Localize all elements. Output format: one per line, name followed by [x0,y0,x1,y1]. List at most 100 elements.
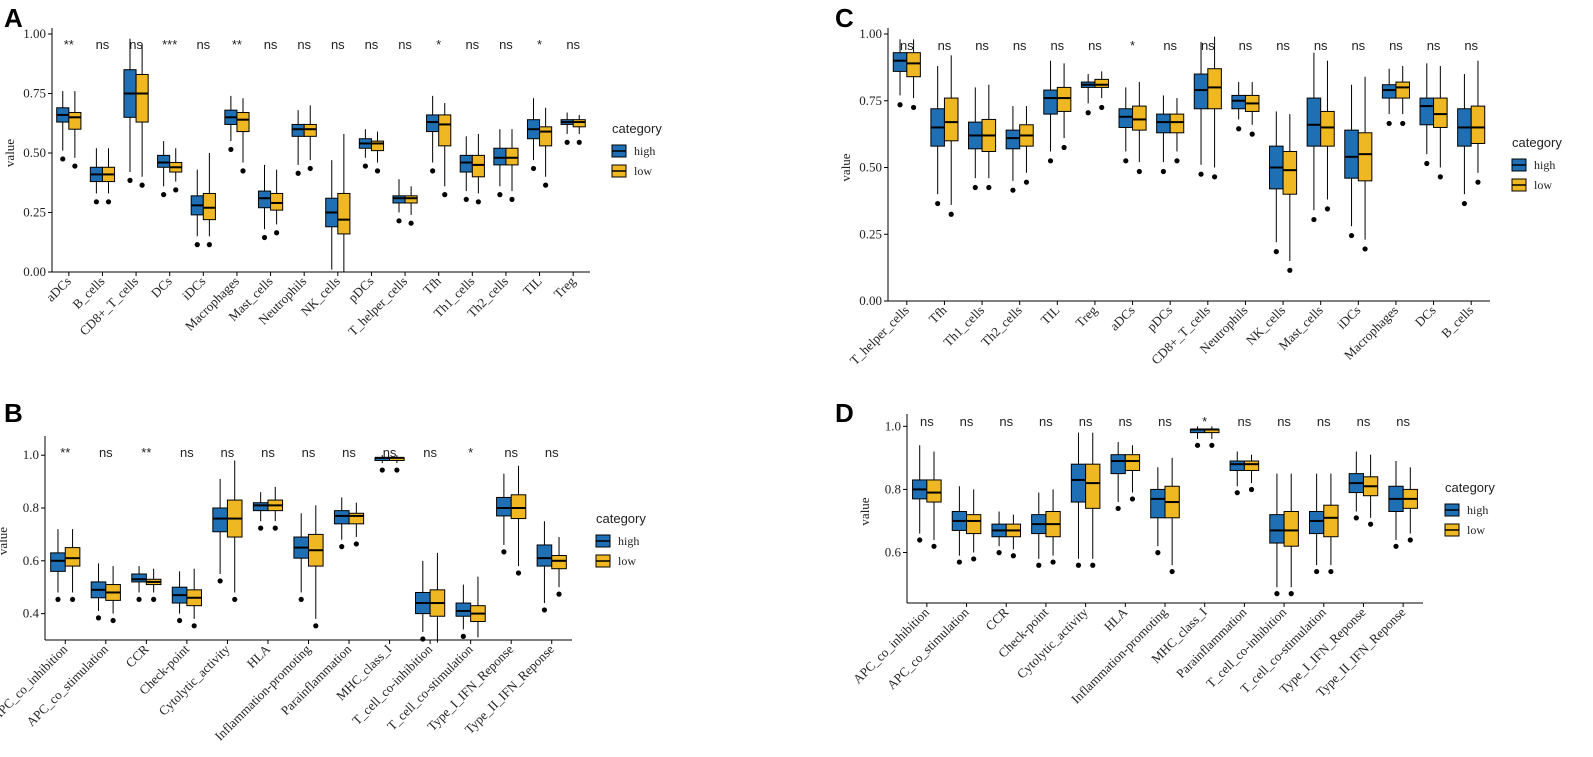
x-tick-label: Parainflammation [278,641,355,718]
significance-label: ns [1239,38,1253,53]
legend-label-high: high [634,144,655,158]
y-tick-label: 0.50 [859,160,882,175]
y-tick-label: 0.4 [23,606,40,621]
outlier-point [339,544,345,550]
legend-title: category [1512,135,1562,150]
box-low [404,195,418,204]
y-tick-label: 0.75 [23,86,46,101]
significance-label: ns [196,37,210,52]
y-tick-label: 0.8 [885,481,901,496]
outlier-point [1437,174,1443,180]
outlier-point [232,596,238,603]
y-tick-label: 0.75 [859,93,882,108]
box-low [1323,504,1339,538]
outlier-point [509,196,515,203]
outlier-point [530,165,537,172]
box-high [1419,97,1435,126]
outlier-point [1075,562,1082,568]
outlier-point [1288,591,1294,597]
box-low [1357,132,1373,182]
box-high [496,496,512,517]
box-high [1043,89,1058,115]
x-tick-label: Tfh [420,273,444,297]
significance-label: ns [383,445,397,460]
significance-label: ns [1464,38,1478,53]
significance-label: * [537,37,542,52]
significance-label: ns [465,37,479,52]
box-low [1124,454,1141,471]
box-high [291,123,305,137]
y-tick-label: 0.6 [885,545,902,560]
outlier-point [313,623,319,629]
box-low [1094,78,1109,88]
outlier-point [72,163,78,169]
box-low [926,479,942,503]
y-tick-label: 0.6 [23,553,40,568]
outlier-point [972,184,978,191]
box-high [157,154,171,168]
significance-label: * [1202,414,1207,429]
y-tick-label: 0.50 [23,145,46,160]
significance-label: ** [232,37,242,52]
box-high [333,510,350,525]
significance-label: ns [1277,414,1291,429]
outlier-point [497,192,503,198]
y-tick-label: 1.00 [23,26,46,41]
outlier-point [1099,104,1105,111]
significance-label: ns [1396,414,1410,429]
box-low [348,512,365,525]
x-tick-label: TIL [520,273,545,298]
outlier-point [420,636,426,642]
outlier-point [996,550,1002,556]
x-tick-label: T_helper_cells [345,274,410,339]
significance-label: ns [545,445,559,460]
box-high [455,602,472,617]
outlier-point [475,199,481,205]
significance-label: ns [1158,414,1172,429]
box-low [572,119,586,128]
outlier-point [261,234,268,241]
x-tick-label: iDCs [1334,303,1364,333]
outlier-point [1211,174,1218,180]
legend-label-high: high [618,534,639,548]
box-low [1282,150,1298,195]
y-tick-label: 0.25 [23,205,46,220]
panel-letter-a: A [4,3,23,33]
significance-label: ** [60,445,70,460]
outlier-point [1400,120,1406,127]
box-low [1395,81,1410,99]
outlier-point [95,615,102,621]
box-low [337,192,351,235]
significance-label: * [468,445,473,460]
x-tick-label: B_cells [1438,303,1476,341]
significance-label: ** [64,37,74,52]
x-tick-label: TIL [1038,302,1063,327]
outlier-point [394,467,400,473]
outlier-point [931,543,937,549]
panel-letter-d: D [835,398,854,428]
x-tick-label: HLA [1101,604,1131,634]
legend-title: category [1445,480,1495,495]
significance-label: ns [920,414,934,429]
outlier-point [374,168,381,174]
x-tick-label: Parainflammation [1173,604,1250,681]
y-tick-label: 1.0 [23,447,39,462]
y-axis-title: value [2,139,17,167]
significance-label: ns [1389,38,1403,53]
significance-label: ns [331,37,345,52]
outlier-point [1023,179,1030,185]
x-tick-label: iDCs [179,274,209,304]
outlier-point [1090,562,1096,568]
legend-label-high: high [1467,503,1488,517]
box-high [1118,108,1134,128]
outlier-point [1129,496,1136,502]
outlier-point [1194,442,1201,448]
outlier-point [910,104,917,111]
x-tick-label: Treg [1072,302,1100,330]
outlier-point [463,196,469,203]
significance-label: ns [423,445,437,460]
x-tick-label: DCs [1412,303,1439,330]
box-high [1381,84,1397,99]
significance-label: ns [1050,38,1064,53]
